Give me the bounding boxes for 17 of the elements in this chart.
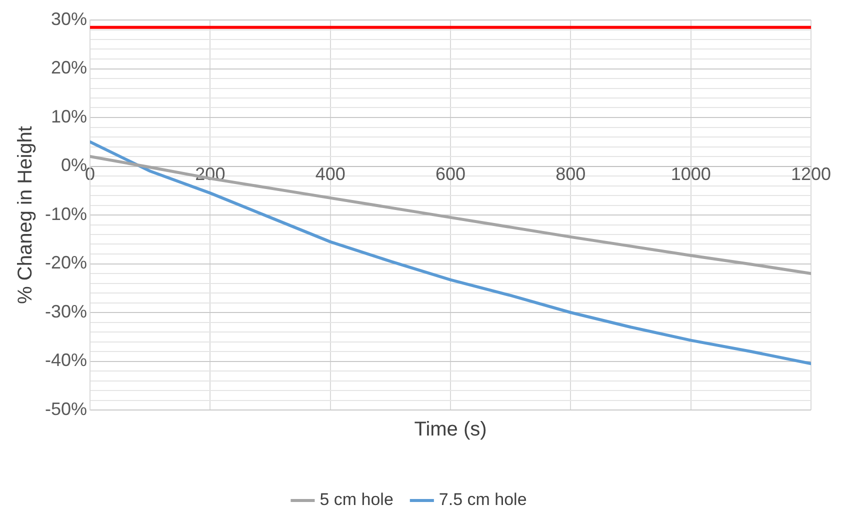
y-tick-label: -40% <box>44 350 88 370</box>
x-tick-label: 400 <box>315 164 346 184</box>
y-tick-label: -20% <box>44 252 88 273</box>
x-axis-title: Time (s) <box>414 418 487 441</box>
y-tick-label: -50% <box>44 398 88 419</box>
x-tick-label: 800 <box>556 164 586 184</box>
y-tick-label: 10% <box>50 106 88 126</box>
y-tick-label: -10% <box>44 204 88 224</box>
x-tick-label: 1000 <box>670 164 711 184</box>
y-tick-label: 30% <box>50 8 88 29</box>
x-tick-label: 600 <box>435 164 466 184</box>
x-tick-label: 1200 <box>790 164 832 184</box>
y-tick-label: -30% <box>44 301 88 322</box>
y-tick-label: 20% <box>50 58 88 78</box>
y-axis-title: % Chaneg in Height <box>14 126 37 304</box>
legend-label: 5 cm hole <box>320 490 394 510</box>
legend-label: 7.5 cm hole <box>438 490 527 510</box>
